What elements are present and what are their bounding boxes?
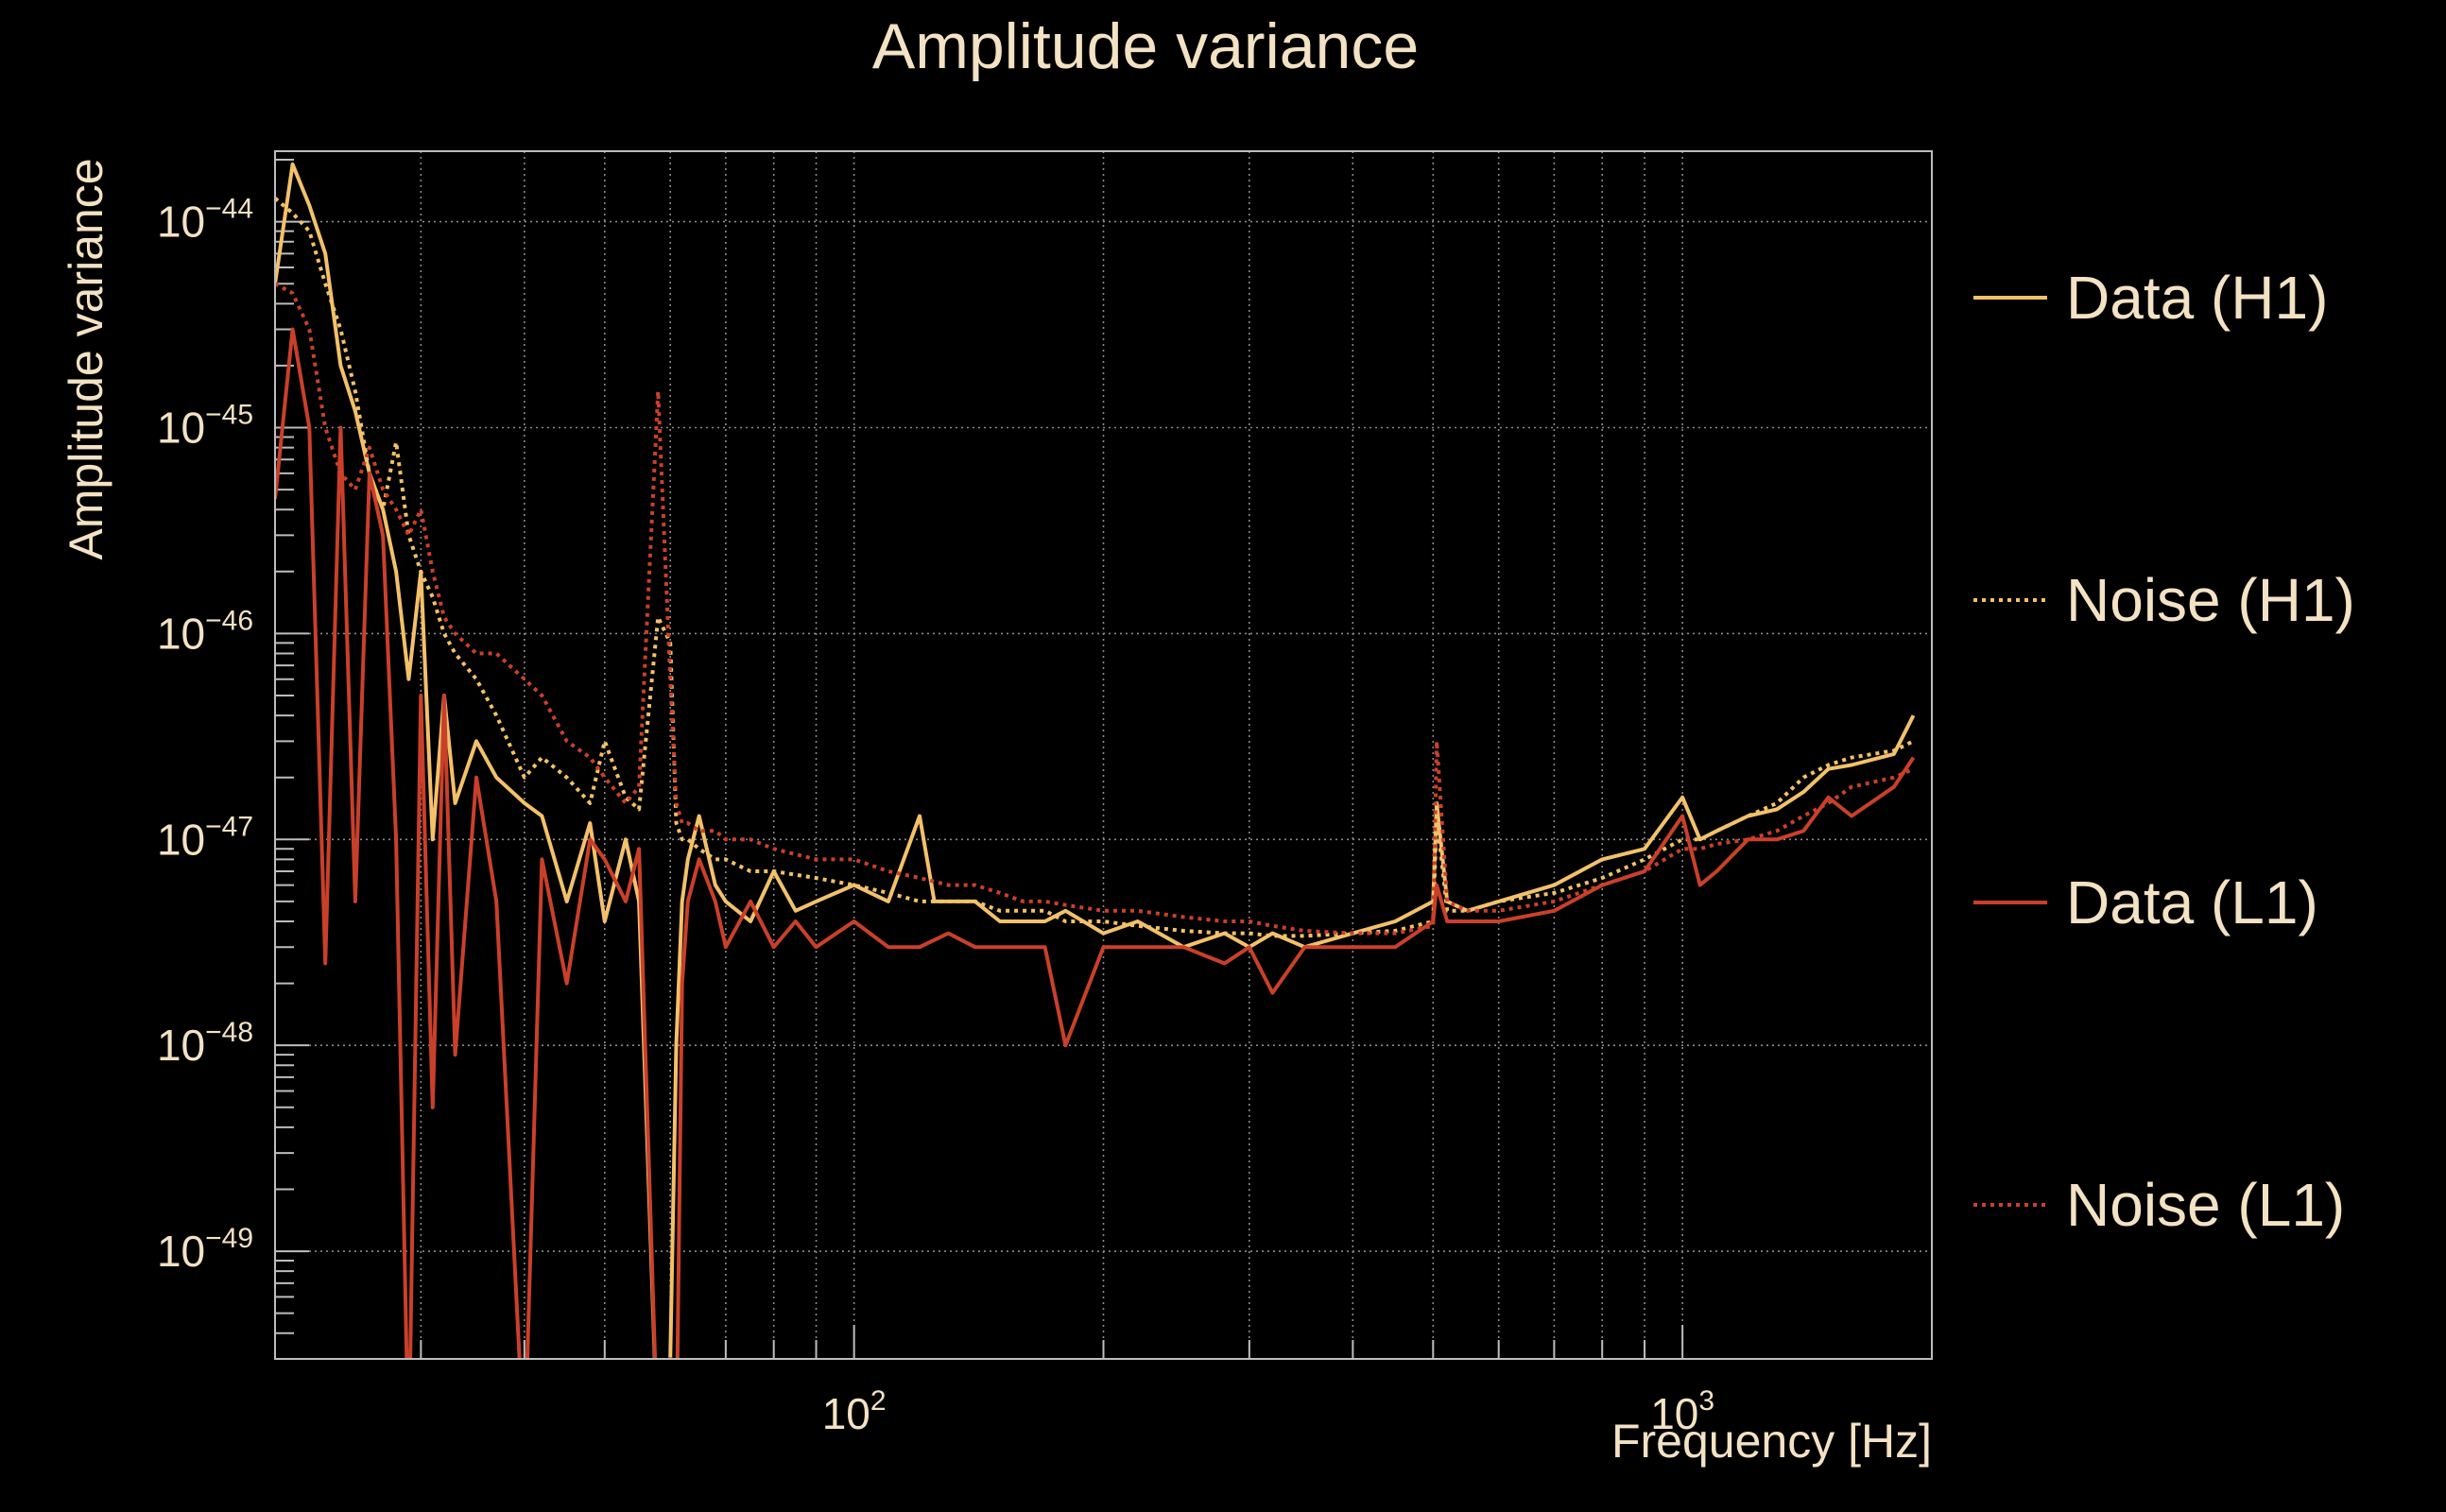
y-tick-base: 10 <box>157 1227 205 1276</box>
grid-lines <box>274 151 1933 1359</box>
plot-frame <box>274 150 1933 1360</box>
y-axis-label: Amplitude variance <box>60 158 112 559</box>
y-tick-base: 10 <box>157 1021 205 1070</box>
y-tick-label: 10−47 <box>157 811 253 864</box>
y-tick-base: 10 <box>157 609 205 658</box>
y-tick-base: 10 <box>157 404 205 453</box>
series-line-data-l1 <box>275 327 1916 1359</box>
x-tick-label: 103 <box>1650 1385 1714 1438</box>
legend-label-data-h1: Data (H1) <box>2066 264 2328 332</box>
legend-label-noise-h1: Noise (H1) <box>2066 566 2355 634</box>
legend-label-data-l1: Data (L1) <box>2066 868 2318 936</box>
series-lines <box>275 162 1916 1359</box>
y-tick-exponent: −47 <box>205 811 253 842</box>
legend-label-noise-l1: Noise (L1) <box>2066 1171 2345 1239</box>
y-tick-label: 10−44 <box>157 194 253 247</box>
y-tick-exponent: −46 <box>205 605 253 636</box>
series-line-noise-h1 <box>275 197 1915 938</box>
x-tick-base: 10 <box>1650 1389 1698 1438</box>
y-tick-exponent: −49 <box>205 1223 253 1254</box>
x-axis-label: Frequency [Hz] <box>1611 1415 1932 1468</box>
x-tick-exponent: 3 <box>1698 1385 1714 1417</box>
y-tick-exponent: −48 <box>205 1017 253 1048</box>
y-tick-exponent: −45 <box>205 400 253 431</box>
y-tick-label: 10−48 <box>157 1017 253 1070</box>
x-tick-labels: 102 103 <box>822 1385 1714 1438</box>
y-tick-label: 10−49 <box>157 1223 253 1276</box>
y-tick-base: 10 <box>157 815 205 864</box>
y-tick-label: 10−46 <box>157 605 253 658</box>
y-tick-base: 10 <box>157 198 205 247</box>
chart-title: Amplitude variance <box>872 10 1419 82</box>
legend: Data (H1) Noise (H1) Data (L1) Noise (L1) <box>1973 264 2355 1239</box>
y-tick-label: 10−45 <box>157 400 253 453</box>
x-tick-label: 102 <box>822 1385 887 1438</box>
series-line-data-h1 <box>275 162 1916 1359</box>
y-tick-exponent: −44 <box>205 194 253 225</box>
x-tick-base: 10 <box>822 1389 870 1438</box>
series-line-noise-l1 <box>275 282 1915 936</box>
x-tick-exponent: 2 <box>870 1385 887 1417</box>
